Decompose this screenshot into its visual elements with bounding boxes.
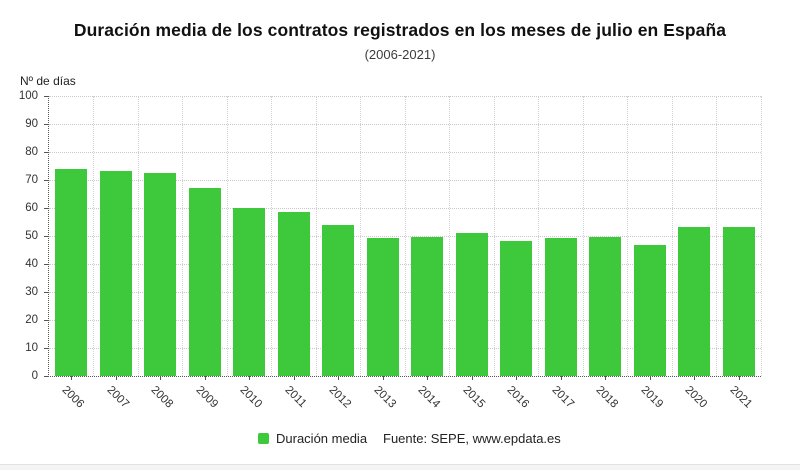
bar-2018[interactable] [589, 236, 622, 376]
x-axis-tick-2017 [560, 376, 562, 380]
gridline-vertical-6 [315, 96, 317, 376]
y-axis-tick-0 [44, 375, 49, 377]
gridline-vertical-9 [449, 96, 450, 376]
x-axis-tick-2019 [649, 376, 651, 380]
x-axis-label-2011: 2011 [282, 384, 309, 410]
x-axis-label-2012: 2012 [326, 384, 354, 411]
x-axis-label-2015: 2015 [460, 384, 487, 411]
source-text: Fuente: SEPE, www.epdata.es [383, 431, 561, 446]
x-axis-label-2007: 2007 [104, 384, 131, 411]
y-axis-label-50: 50 [25, 229, 38, 242]
y-axis-tick-100 [44, 95, 49, 97]
y-axis-label-80: 80 [25, 145, 38, 158]
x-axis-label-2019: 2019 [638, 384, 665, 411]
y-axis-label-0: 0 [31, 369, 38, 382]
x-axis-label-2006: 2006 [59, 384, 87, 411]
y-axis-tick-10 [44, 347, 49, 349]
y-axis-tick-50 [44, 235, 49, 237]
bar-2014[interactable] [411, 236, 444, 376]
bottom-strip [0, 464, 800, 470]
x-axis-tick-2015 [471, 376, 473, 380]
gridline-vertical-15 [716, 96, 717, 376]
x-axis-label-2014: 2014 [415, 384, 443, 411]
x-axis-label-2013: 2013 [371, 384, 398, 411]
y-axis-tick-80 [44, 151, 49, 153]
y-axis-label-30: 30 [25, 285, 38, 298]
gridline-vertical-8 [404, 96, 406, 376]
x-axis-label-2018: 2018 [593, 384, 621, 411]
chart-title: Duración media de los contratos registra… [73, 20, 727, 40]
gridline-vertical-4 [226, 96, 228, 376]
bar-2016[interactable] [500, 241, 533, 376]
x-axis-tick-2020 [694, 376, 696, 380]
gridline-vertical-11 [538, 96, 539, 376]
y-axis-label-40: 40 [25, 257, 38, 270]
y-axis-tick-60 [44, 207, 49, 209]
x-axis-tick-2018 [605, 376, 607, 380]
x-axis-tick-2012 [338, 376, 340, 380]
bar-2017[interactable] [544, 237, 577, 376]
gridline-vertical-3 [182, 96, 183, 376]
x-axis-tick-2008 [160, 376, 162, 380]
gridline-vertical-2 [137, 96, 139, 376]
bar-2006[interactable] [55, 169, 88, 376]
x-axis-tick-2007 [115, 376, 117, 380]
x-axis-tick-2014 [427, 376, 429, 380]
y-axis-tick-30 [44, 291, 49, 293]
x-axis-tick-2013 [382, 376, 384, 380]
gridline-vertical-7 [360, 96, 361, 376]
y-axis-title: Nº de días [20, 74, 76, 88]
y-axis-label-100: 100 [18, 89, 38, 102]
bar-2011[interactable] [277, 211, 310, 376]
x-axis-label-2009: 2009 [193, 384, 220, 411]
y-axis-label-20: 20 [25, 313, 38, 326]
y-axis-labels-layer: 0 10 20 30 40 50 60 70 80 90 100 [0, 90, 43, 382]
y-axis-tick-20 [44, 319, 49, 321]
y-axis-label-90: 90 [25, 117, 38, 130]
x-axis-label-2020: 2020 [682, 384, 710, 411]
gridline-vertical-14 [671, 96, 673, 376]
gridline-vertical-16 [760, 96, 762, 376]
gridline-vertical-12 [582, 96, 584, 376]
gridline-vertical-10 [493, 96, 495, 376]
x-axis-tick-2011 [293, 376, 295, 380]
gridline-vertical-13 [627, 96, 628, 376]
bar-2013[interactable] [366, 237, 399, 376]
y-axis-tick-70 [44, 179, 49, 181]
bar-2019[interactable] [633, 244, 666, 376]
x-axis-tick-2010 [249, 376, 251, 380]
x-axis-label-2016: 2016 [504, 384, 532, 411]
x-axis-label-2010: 2010 [237, 384, 265, 411]
bar-2009[interactable] [188, 187, 221, 376]
x-axis-label-2008: 2008 [148, 384, 176, 411]
bar-2021[interactable] [722, 227, 755, 376]
x-axis-tick-2006 [71, 376, 73, 380]
x-axis-tick-2009 [204, 376, 206, 380]
bar-2020[interactable] [678, 226, 711, 376]
bar-2010[interactable] [233, 208, 266, 376]
legend-item-duracion-media[interactable]: Duración media [258, 431, 367, 446]
legend-label: Duración media [276, 431, 368, 446]
gridline-vertical-5 [271, 96, 272, 376]
chart-subtitle: (2006-2021) [364, 47, 436, 62]
bar-2007[interactable] [99, 171, 132, 376]
legend-swatch-icon [258, 433, 269, 444]
x-axis-tick-2016 [516, 376, 518, 380]
y-axis-tick-90 [44, 123, 49, 125]
bar-2008[interactable] [144, 173, 177, 376]
x-axis-tick-2021 [738, 376, 740, 380]
y-axis-label-70: 70 [25, 173, 38, 186]
y-axis-tick-40 [44, 263, 49, 265]
x-axis-label-2017: 2017 [549, 384, 576, 411]
x-axis-label-2021: 2021 [727, 384, 754, 411]
gridline-vertical-1 [93, 96, 94, 376]
bar-2012[interactable] [322, 224, 355, 376]
bar-2015[interactable] [455, 232, 488, 376]
y-axis-label-10: 10 [25, 341, 38, 354]
y-axis-label-60: 60 [25, 201, 38, 214]
plot-area: 2006 2007 2008 2009 2010 2011 2012 2013 2014 2015… [44, 95, 762, 411]
